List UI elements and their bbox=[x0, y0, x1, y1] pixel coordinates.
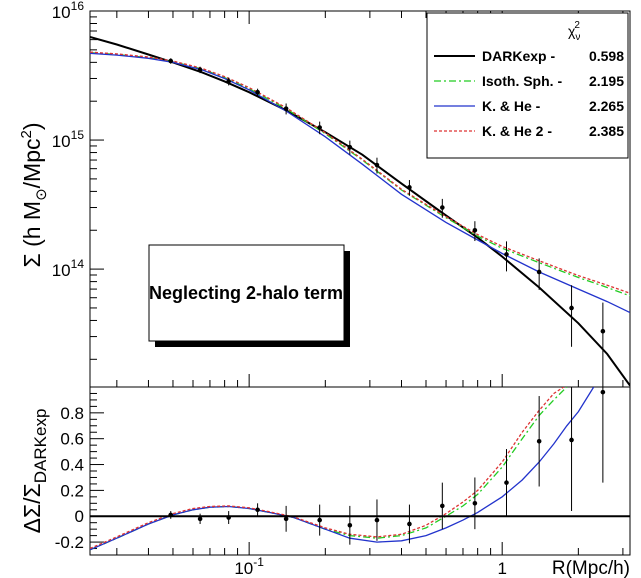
legend-label-k-he-2: K. & He 2 - bbox=[482, 123, 552, 139]
main-data-point bbox=[407, 185, 412, 190]
residual-y-tick-label: 0.6 bbox=[60, 430, 84, 449]
annotation-text: Neglecting 2-halo term bbox=[149, 283, 343, 303]
residual-y-axis-label: ΔΣ/ΣDARKexp bbox=[19, 409, 50, 534]
x-axis-label: R(Mpc/h) bbox=[552, 558, 630, 578]
residual-data-point bbox=[226, 515, 231, 520]
main-data-point bbox=[374, 162, 380, 168]
legend-value-k-he: 2.265 bbox=[589, 98, 624, 114]
main-data-point bbox=[317, 125, 322, 130]
residual-data-point bbox=[569, 437, 574, 443]
x-tick-label: 1 bbox=[497, 559, 506, 578]
residual-data-point bbox=[283, 516, 289, 522]
residual-data-point bbox=[504, 480, 509, 485]
residual-data-point bbox=[440, 503, 445, 509]
residual-y-tick-label: -0.2 bbox=[55, 533, 84, 552]
main-data-point bbox=[600, 328, 606, 334]
legend-value-darkexp: 0.598 bbox=[589, 48, 624, 64]
legend-value-isoth-sph: 2.195 bbox=[589, 73, 624, 89]
main-data-point bbox=[168, 58, 174, 64]
main-data-point bbox=[536, 269, 542, 275]
main-data-point bbox=[472, 227, 478, 233]
main-data-point bbox=[569, 305, 574, 311]
residual-y-tick-label: 0.4 bbox=[60, 456, 84, 475]
main-data-points bbox=[168, 58, 606, 387]
main-y-tick-labels: 1014 1015 1016 bbox=[52, 0, 85, 280]
residual-axis-ticks bbox=[90, 386, 624, 556]
legend-label-k-he: K. & He - bbox=[482, 98, 541, 114]
residual-data-point bbox=[374, 517, 380, 523]
x-tick-labels: 10-1 1 bbox=[234, 555, 507, 578]
main-data-point bbox=[283, 106, 289, 111]
legend-value-k-he-2: 2.385 bbox=[589, 123, 624, 139]
residual-data-points bbox=[168, 387, 606, 545]
residual-data-point bbox=[255, 507, 260, 513]
residual-y-tick-labels: -0.2 0 0.2 0.4 0.6 0.8 bbox=[55, 404, 84, 552]
residual-data-point bbox=[600, 389, 606, 395]
main-y-tick-label: 1016 bbox=[52, 0, 85, 22]
legend-chi-header: χν2 bbox=[568, 20, 580, 43]
residual-y-tick-label: 0.8 bbox=[60, 404, 84, 423]
legend: χν2 DARKexp - 0.598 Isoth. Sph. - 2.195 K. &… bbox=[426, 12, 629, 159]
residual-y-tick-label: 0.2 bbox=[60, 481, 84, 500]
residual-data-point bbox=[407, 521, 412, 527]
residual-data-point bbox=[347, 522, 353, 528]
main-data-point bbox=[347, 144, 353, 150]
residual-data-point bbox=[536, 438, 542, 444]
main-data-point bbox=[255, 89, 260, 95]
main-data-point bbox=[226, 79, 231, 84]
residual-data-point bbox=[168, 512, 174, 518]
main-y-axis-label: Σ (h M⊙/Mpc2) bbox=[18, 122, 50, 267]
annotation-box: Neglecting 2-halo term bbox=[148, 244, 350, 347]
main-data-point bbox=[504, 252, 509, 257]
main-y-tick-label: 1014 bbox=[52, 257, 85, 280]
residual-data-point bbox=[472, 501, 478, 506]
main-curve-k-he-2 bbox=[90, 51, 630, 294]
residual-data-point bbox=[197, 516, 203, 522]
residual-data-point bbox=[317, 517, 322, 523]
x-tick-label: 10-1 bbox=[234, 555, 264, 578]
legend-label-isoth-sph: Isoth. Sph. - bbox=[482, 73, 562, 89]
main-data-point bbox=[197, 67, 203, 73]
main-data-point bbox=[440, 205, 445, 210]
legend-label-darkexp: DARKexp - bbox=[482, 48, 555, 64]
residual-y-tick-label: 0 bbox=[75, 507, 84, 526]
main-y-tick-label: 1015 bbox=[52, 128, 85, 151]
